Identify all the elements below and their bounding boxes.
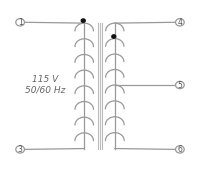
Circle shape — [176, 81, 184, 89]
Text: 5: 5 — [177, 81, 182, 89]
Circle shape — [176, 146, 184, 153]
Circle shape — [16, 19, 24, 26]
Circle shape — [112, 35, 116, 38]
Text: 1: 1 — [18, 18, 22, 27]
Text: 6: 6 — [177, 145, 182, 154]
Text: 4: 4 — [177, 18, 182, 27]
Circle shape — [81, 19, 85, 22]
Text: 3: 3 — [18, 145, 23, 154]
Circle shape — [16, 146, 24, 153]
Circle shape — [176, 19, 184, 26]
Text: 115 V
50/60 Hz: 115 V 50/60 Hz — [25, 75, 65, 95]
